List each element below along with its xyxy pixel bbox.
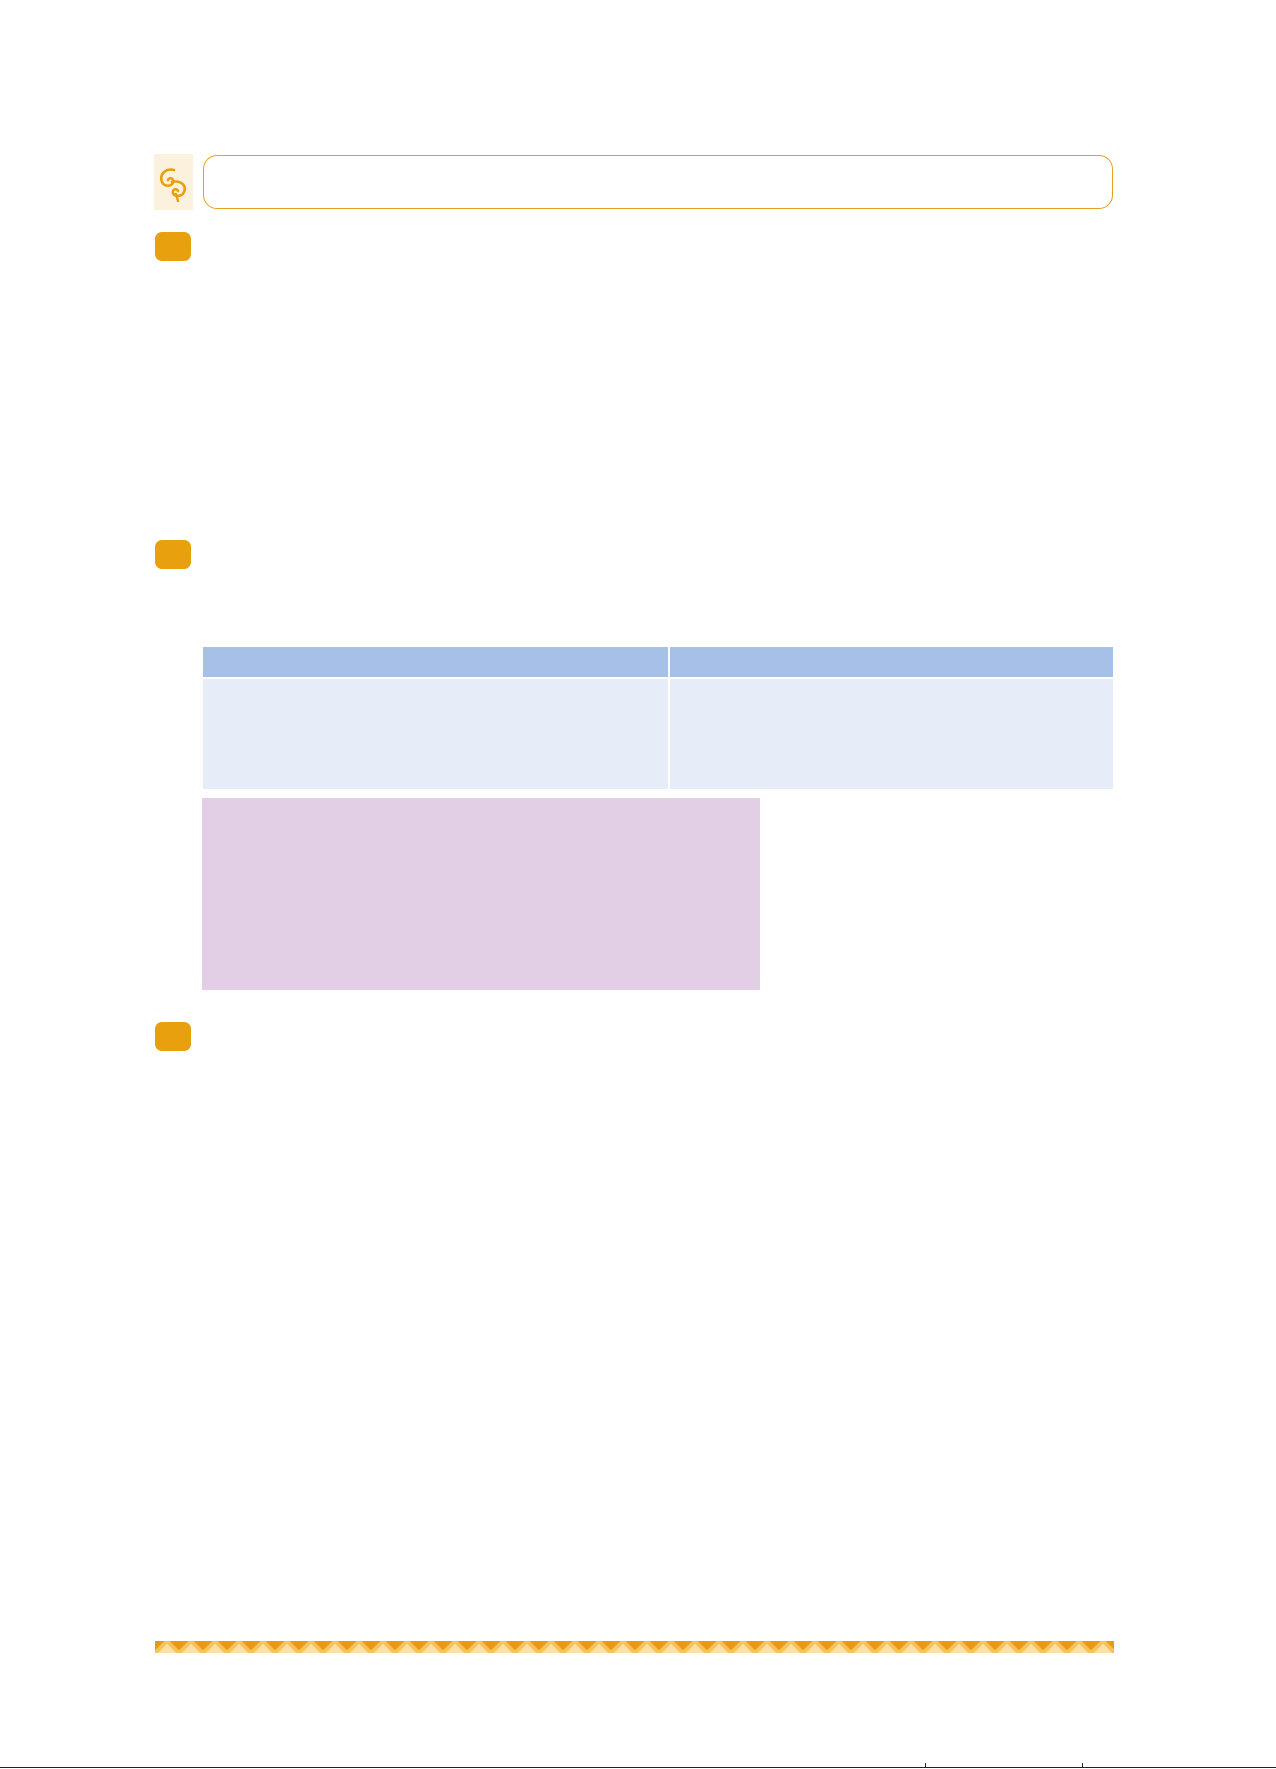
table-cell: [669, 677, 1113, 789]
section-3-bullet: [155, 1022, 191, 1051]
chapter-title-bar: [203, 155, 1113, 209]
swirl-logo-icon: [154, 154, 193, 210]
table-row: [203, 677, 1113, 789]
section-1-bullet: [155, 232, 191, 261]
table-header-cell: [669, 647, 1113, 678]
table-header-row: [203, 647, 1113, 678]
crop-mark: [1082, 1763, 1083, 1768]
swirl-logo-graphic: [160, 168, 186, 203]
section-2-bullet: [155, 540, 191, 569]
footer-decorative-band: [155, 1641, 1114, 1653]
table-header-cell: [203, 647, 670, 678]
table-cell: [203, 677, 670, 789]
info-table: [203, 647, 1113, 789]
note-box: [202, 798, 760, 990]
page-bottom-rule: [0, 1767, 1276, 1768]
crop-mark: [925, 1763, 926, 1768]
